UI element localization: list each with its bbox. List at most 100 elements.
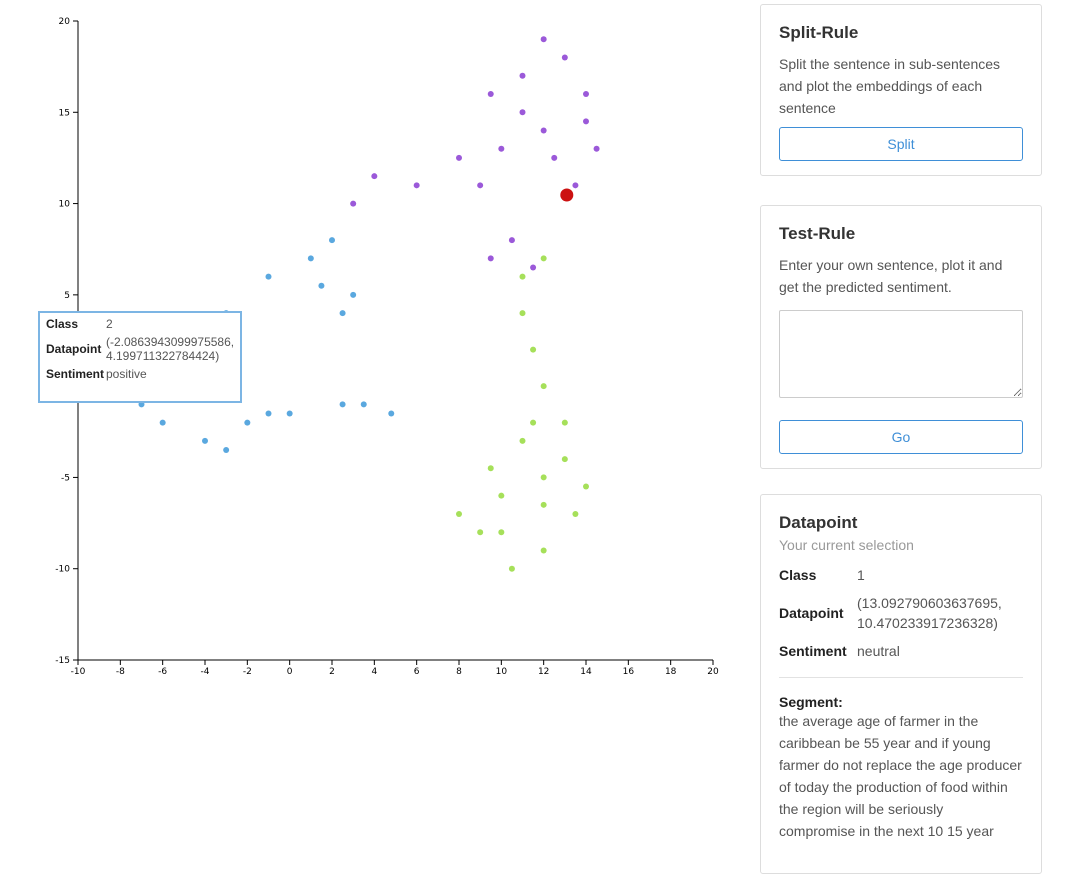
data-point[interactable] [519,437,526,444]
data-point[interactable] [202,437,208,444]
x-tick-label: 8 [456,667,462,677]
data-point[interactable] [498,529,505,536]
data-point[interactable] [318,282,325,289]
data-point[interactable] [498,145,505,152]
data-point[interactable] [339,310,346,317]
data-point[interactable] [508,237,515,244]
data-point[interactable] [540,474,547,481]
selected-point-layer[interactable] [560,188,574,202]
data-point[interactable] [487,255,494,262]
test-rule-card: Test-Rule Enter your own sentence, plot … [760,205,1042,469]
data-point[interactable] [413,182,420,189]
x-tick-label: 16 [623,667,635,677]
datapoint-subtitle: Your current selection [779,537,914,553]
tooltip-datapoint-label: Datapoint [46,342,102,356]
datapoint-sentiment-value: neutral [857,643,900,659]
datapoint-class-label: Class [779,567,817,583]
y-tick-label: -15 [55,656,70,666]
data-point[interactable] [519,310,526,317]
tooltip-datapoint-value: (-2.0863943099975586, 4.199711322784424) [106,335,235,363]
data-point[interactable] [519,273,526,280]
x-tick-label: -4 [201,667,210,677]
x-tick-label: -6 [158,667,167,677]
data-point[interactable] [329,237,335,244]
data-point[interactable] [561,419,568,426]
x-tick-label: 14 [580,667,592,677]
hover-tooltip: Class 2 Datapoint (-2.0863943099975586, … [38,311,242,403]
data-point[interactable] [530,346,537,353]
data-point[interactable] [583,483,589,490]
data-point[interactable] [244,419,251,426]
data-point[interactable] [350,291,357,298]
data-point[interactable] [498,492,505,499]
x-tick-label: 12 [538,667,549,677]
x-tick-label: 4 [371,667,377,677]
data-point[interactable] [371,173,378,180]
data-point[interactable] [456,510,462,517]
data-point[interactable] [561,54,568,61]
data-point[interactable] [350,200,357,207]
tooltip-sentiment-label: Sentiment [46,367,105,381]
x-tick-label: 6 [414,667,420,677]
data-point[interactable] [561,456,568,463]
data-point[interactable] [477,529,484,536]
split-rule-title: Split-Rule [779,23,859,42]
data-point[interactable] [159,419,166,426]
data-point[interactable] [265,410,272,417]
data-point[interactable] [540,36,547,43]
data-point[interactable] [572,182,579,189]
data-point[interactable] [456,154,462,161]
data-point[interactable] [487,91,494,98]
data-point[interactable] [583,91,589,98]
data-point[interactable] [339,401,346,408]
data-point[interactable] [519,72,526,79]
y-tick-label: 5 [64,291,70,301]
data-point[interactable] [477,182,484,189]
data-point[interactable] [286,410,293,417]
x-tick-label: -2 [243,667,252,677]
data-point[interactable] [360,401,367,408]
datapoint-class-value: 1 [857,567,865,583]
datapoint-title: Datapoint [779,513,858,532]
x-tick-label: -8 [116,667,125,677]
data-point[interactable] [551,154,558,161]
y-tick-label: 20 [59,17,71,27]
datapoint-sentiment-label: Sentiment [779,643,847,659]
data-point[interactable] [540,127,547,134]
tooltip-class-value: 2 [106,317,113,331]
data-point[interactable] [540,255,547,262]
x-tick-label: 10 [496,667,508,677]
data-point[interactable] [572,510,579,517]
tooltip-class-label: Class [46,317,79,331]
selected-data-point[interactable] [560,188,574,202]
data-point[interactable] [540,547,547,554]
y-tick-label: 15 [59,108,70,118]
x-tick-label: 18 [665,667,677,677]
data-point[interactable] [583,118,589,125]
data-point[interactable] [530,264,537,271]
split-rule-card: Split-Rule Split the sentence in sub-sen… [760,4,1042,176]
data-point[interactable] [519,109,526,116]
x-tick-label: 20 [707,667,719,677]
data-point[interactable] [540,501,547,508]
sentence-input[interactable] [779,310,1023,398]
data-point[interactable] [508,565,515,572]
data-point[interactable] [223,447,230,454]
segment-label: Segment: [779,694,843,710]
data-point[interactable] [388,410,395,417]
x-tick-label: 2 [329,667,335,677]
test-rule-description: Enter your own sentence, plot it and get… [779,257,1003,295]
split-rule-description: Split the sentence in sub-sentences and … [779,56,1001,116]
data-point[interactable] [593,145,600,152]
scatter-points[interactable] [117,36,600,572]
datapoint-divider [779,677,1023,678]
segment-text: the average age of farmer in the caribbe… [779,713,1022,839]
data-point[interactable] [487,465,494,472]
x-tick-label: -10 [71,667,86,677]
data-point[interactable] [307,255,314,262]
go-button[interactable]: Go [779,420,1023,454]
data-point[interactable] [540,383,547,390]
split-button[interactable]: Split [779,127,1023,161]
data-point[interactable] [265,273,272,280]
data-point[interactable] [530,419,537,426]
